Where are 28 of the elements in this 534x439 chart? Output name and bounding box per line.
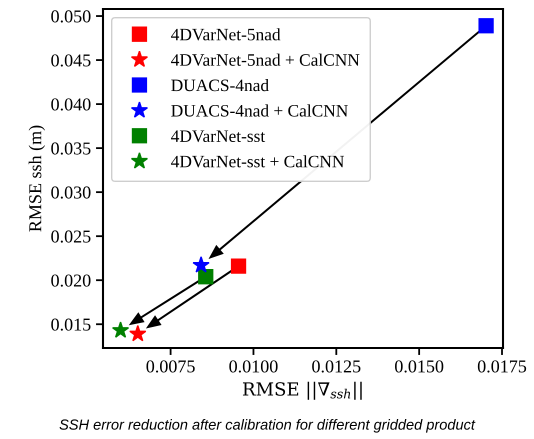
point <box>112 321 130 338</box>
point <box>478 18 494 34</box>
x-axis-title: RMSE ||∇$_{ssh}$|| <box>242 382 362 400</box>
y-tick-label: 0.050 <box>51 10 91 23</box>
legend-label: 4DVarNet-5nad + CalCNN <box>171 54 360 66</box>
legend-label: 4DVarNet-sst + CalCNN <box>171 155 344 168</box>
point <box>198 269 214 284</box>
x-tick-label: 0.0100 <box>229 360 278 373</box>
x-tick-label: 0.0150 <box>395 360 444 373</box>
y-tick-label: 0.035 <box>51 142 90 155</box>
y-tick-label: 0.015 <box>51 318 90 331</box>
x-tick-label: 0.0125 <box>312 360 360 373</box>
text: SSH error reduction after calibration for different gridded product <box>60 419 476 433</box>
point <box>192 256 210 273</box>
y-tick-label: 0.025 <box>51 230 90 243</box>
point <box>129 324 146 342</box>
legend-label: 4DVarNet-sst <box>171 130 266 142</box>
y-tick-label: 0.030 <box>51 186 91 199</box>
y-tick-label: 0.020 <box>51 274 91 287</box>
legend-label: DUACS-4nad + CalCNN <box>171 104 348 117</box>
point <box>230 258 246 274</box>
y-tick-label: 0.040 <box>51 98 91 111</box>
legend-label: DUACS-4nad <box>171 79 269 92</box>
y-tick-label: 0.045 <box>51 54 90 67</box>
x-tick-label: 0.0075 <box>146 360 195 373</box>
x-tick-label: 0.0175 <box>478 360 526 373</box>
y-axis-title: RMSE ssh (m) <box>28 126 46 232</box>
legend-label: 4DVarNet-5nad <box>171 28 280 41</box>
